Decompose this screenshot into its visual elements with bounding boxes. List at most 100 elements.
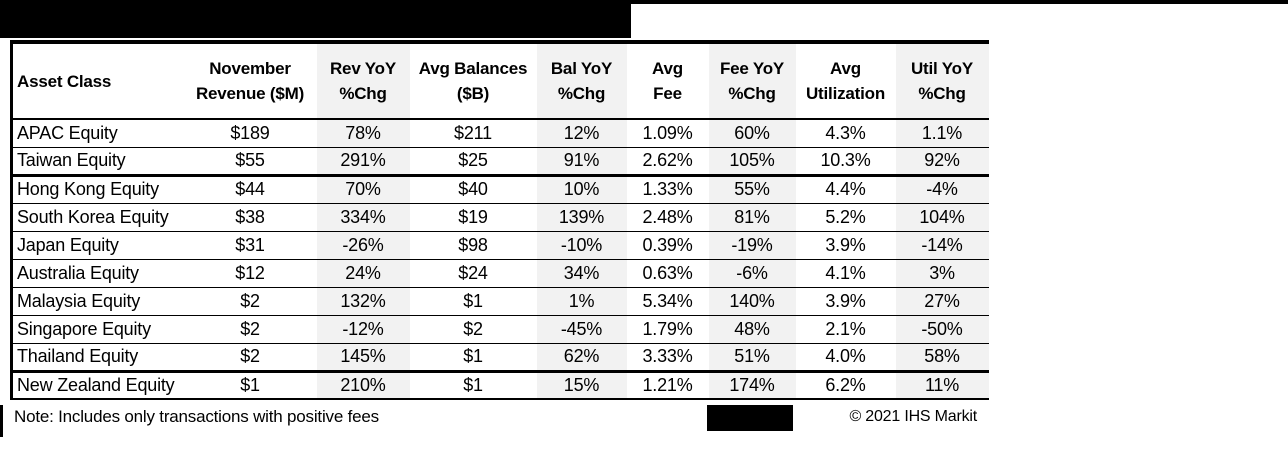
- cell-asset_class: Hong Kong Equity: [17, 179, 159, 199]
- cell-asset_class: Australia Equity: [17, 262, 139, 283]
- cell-avg_balances: $24: [458, 262, 488, 283]
- cell-util_yoy: 92%: [895, 147, 989, 175]
- cell-avg_balances: $211: [454, 122, 492, 143]
- cell-util_yoy: 1.1%: [895, 119, 989, 147]
- cell-asset_class: APAC Equity: [17, 122, 118, 143]
- table-row: New Zealand Equity $1 210% $1 15% 1.21% 174% 6.…: [11, 371, 989, 399]
- column-header-line: Asset Class: [17, 71, 112, 91]
- copyright-text: © 2021 IHS Markit: [849, 408, 977, 425]
- table-row: Hong Kong Equity $44 70% $40 10% 1.33% 55% 4.4%…: [11, 175, 989, 203]
- cell-rev_yoy: 210%: [316, 371, 410, 399]
- cell-nov_revenue: $2: [240, 290, 260, 311]
- cell-avg_balances: $98: [458, 234, 488, 255]
- cell-bal_yoy: 12%: [536, 119, 627, 147]
- cell-nov_revenue: $189: [230, 122, 270, 143]
- table-body: APAC Equity $189 78% $211 12% 1.09% 60% 4.3% 1.1…: [11, 119, 989, 399]
- cell-avg_utilization: 4.3%: [825, 122, 866, 143]
- cell-bal_yoy: 91%: [536, 147, 627, 175]
- cell-rev_yoy: -12%: [316, 315, 410, 343]
- cell-avg_balances: $40: [458, 179, 488, 199]
- cell-nov_revenue: $2: [240, 318, 260, 339]
- cell-fee_yoy: -6%: [708, 259, 796, 287]
- column-header-util_yoy: Util YoY %Chg: [895, 42, 989, 119]
- cell-fee_yoy: 48%: [708, 315, 796, 343]
- cell-rev_yoy: 70%: [316, 175, 410, 203]
- column-header-line: ($B): [456, 84, 490, 103]
- cell-nov_revenue: $38: [235, 206, 265, 227]
- cell-avg_fee: 1.79%: [642, 318, 693, 339]
- table-row: Taiwan Equity $55 291% $25 91% 2.62% 105% 10.3%…: [11, 147, 989, 175]
- cell-avg_utilization: 6.2%: [825, 374, 866, 395]
- cell-avg_utilization: 3.9%: [825, 234, 866, 255]
- column-header-bal_yoy: Bal YoY %Chg: [536, 42, 627, 119]
- column-header-line: %Chg: [339, 84, 387, 103]
- cell-avg_utilization: 2.1%: [825, 318, 866, 339]
- title-redaction-bar: [0, 0, 631, 38]
- column-header-line: Util YoY: [910, 59, 973, 78]
- column-header-rev_yoy: Rev YoY %Chg: [316, 42, 410, 119]
- cell-avg_utilization: 4.0%: [825, 346, 866, 366]
- column-header-line: Avg: [652, 59, 683, 78]
- cell-util_yoy: 3%: [895, 259, 989, 287]
- cell-bal_yoy: 139%: [536, 203, 627, 231]
- cell-avg_fee: 3.33%: [642, 346, 693, 366]
- cell-avg_balances: $2: [463, 318, 483, 339]
- cell-fee_yoy: -19%: [708, 231, 796, 259]
- cell-util_yoy: 27%: [895, 287, 989, 315]
- cell-fee_yoy: 55%: [708, 175, 796, 203]
- cell-avg_fee: 1.33%: [642, 179, 693, 199]
- footer-note: Note: Includes only transactions with po…: [14, 407, 379, 426]
- cell-fee_yoy: 105%: [708, 147, 796, 175]
- column-header-line: %Chg: [728, 84, 776, 103]
- cell-rev_yoy: 334%: [316, 203, 410, 231]
- cell-avg_fee: 1.21%: [642, 374, 693, 395]
- cell-bal_yoy: 1%: [536, 287, 627, 315]
- cell-asset_class: Taiwan Equity: [17, 150, 126, 170]
- cell-avg_utilization: 5.2%: [825, 206, 866, 227]
- table-row: Singapore Equity $2 -12% $2 -45% 1.79% 48% 2.1%…: [11, 315, 989, 343]
- cell-rev_yoy: 132%: [316, 287, 410, 315]
- table-row: Australia Equity $12 24% $24 34% 0.63% -6% 4.1%…: [11, 259, 989, 287]
- cell-avg_balances: $1: [463, 290, 483, 311]
- cell-avg_utilization: 3.9%: [825, 290, 866, 311]
- column-header-line: Revenue ($M): [195, 84, 305, 103]
- column-header-line: Fee YoY: [719, 59, 785, 78]
- cell-fee_yoy: 140%: [708, 287, 796, 315]
- column-header-asset_class: Asset Class: [12, 42, 184, 119]
- cell-fee_yoy: 60%: [708, 119, 796, 147]
- column-header-avg_utilization: Avg Utilization: [796, 42, 896, 119]
- cell-avg_balances: $25: [458, 150, 488, 170]
- asset-class-table: Asset Class November Revenue ($M) Rev YoY %C…: [10, 40, 989, 400]
- table-row: South Korea Equity $38 334% $19 139% 2.48% 81%…: [11, 203, 989, 231]
- cell-rev_yoy: -26%: [316, 231, 410, 259]
- cell-asset_class: Japan Equity: [17, 234, 119, 255]
- column-header-line: Avg Balances: [418, 59, 528, 78]
- column-header-line: Fee: [653, 84, 682, 103]
- column-header-line: Utilization: [805, 84, 885, 103]
- cell-fee_yoy: 51%: [708, 343, 796, 371]
- cell-avg_utilization: 4.4%: [825, 179, 866, 199]
- cell-avg_fee: 5.34%: [642, 290, 693, 311]
- cell-asset_class: Malaysia Equity: [17, 290, 141, 311]
- cell-nov_revenue: $12: [235, 262, 265, 283]
- cell-bal_yoy: -45%: [536, 315, 627, 343]
- column-header-line: Avg: [830, 59, 861, 78]
- cell-util_yoy: -14%: [895, 231, 989, 259]
- cell-asset_class: Singapore Equity: [17, 318, 151, 339]
- cell-fee_yoy: 81%: [708, 203, 796, 231]
- cell-nov_revenue: $31: [235, 234, 265, 255]
- cell-util_yoy: 58%: [895, 343, 989, 371]
- cell-bal_yoy: 10%: [536, 175, 627, 203]
- cell-avg_utilization: 10.3%: [820, 150, 871, 170]
- cell-avg_balances: $1: [463, 346, 483, 366]
- top-edge-strip: [0, 0, 1288, 4]
- cell-rev_yoy: 78%: [316, 119, 410, 147]
- cell-util_yoy: -50%: [895, 315, 989, 343]
- cell-asset_class: New Zealand Equity: [17, 374, 175, 395]
- cell-rev_yoy: 291%: [316, 147, 410, 175]
- table-row: Thailand Equity $2 145% $1 62% 3.33% 51% 4.0% 58…: [11, 343, 989, 371]
- cell-avg_fee: 0.39%: [642, 234, 693, 255]
- table-row: APAC Equity $189 78% $211 12% 1.09% 60% 4.3% 1.1…: [11, 119, 989, 147]
- column-header-line: Rev YoY: [329, 59, 396, 78]
- footer-redaction-box: [707, 405, 793, 431]
